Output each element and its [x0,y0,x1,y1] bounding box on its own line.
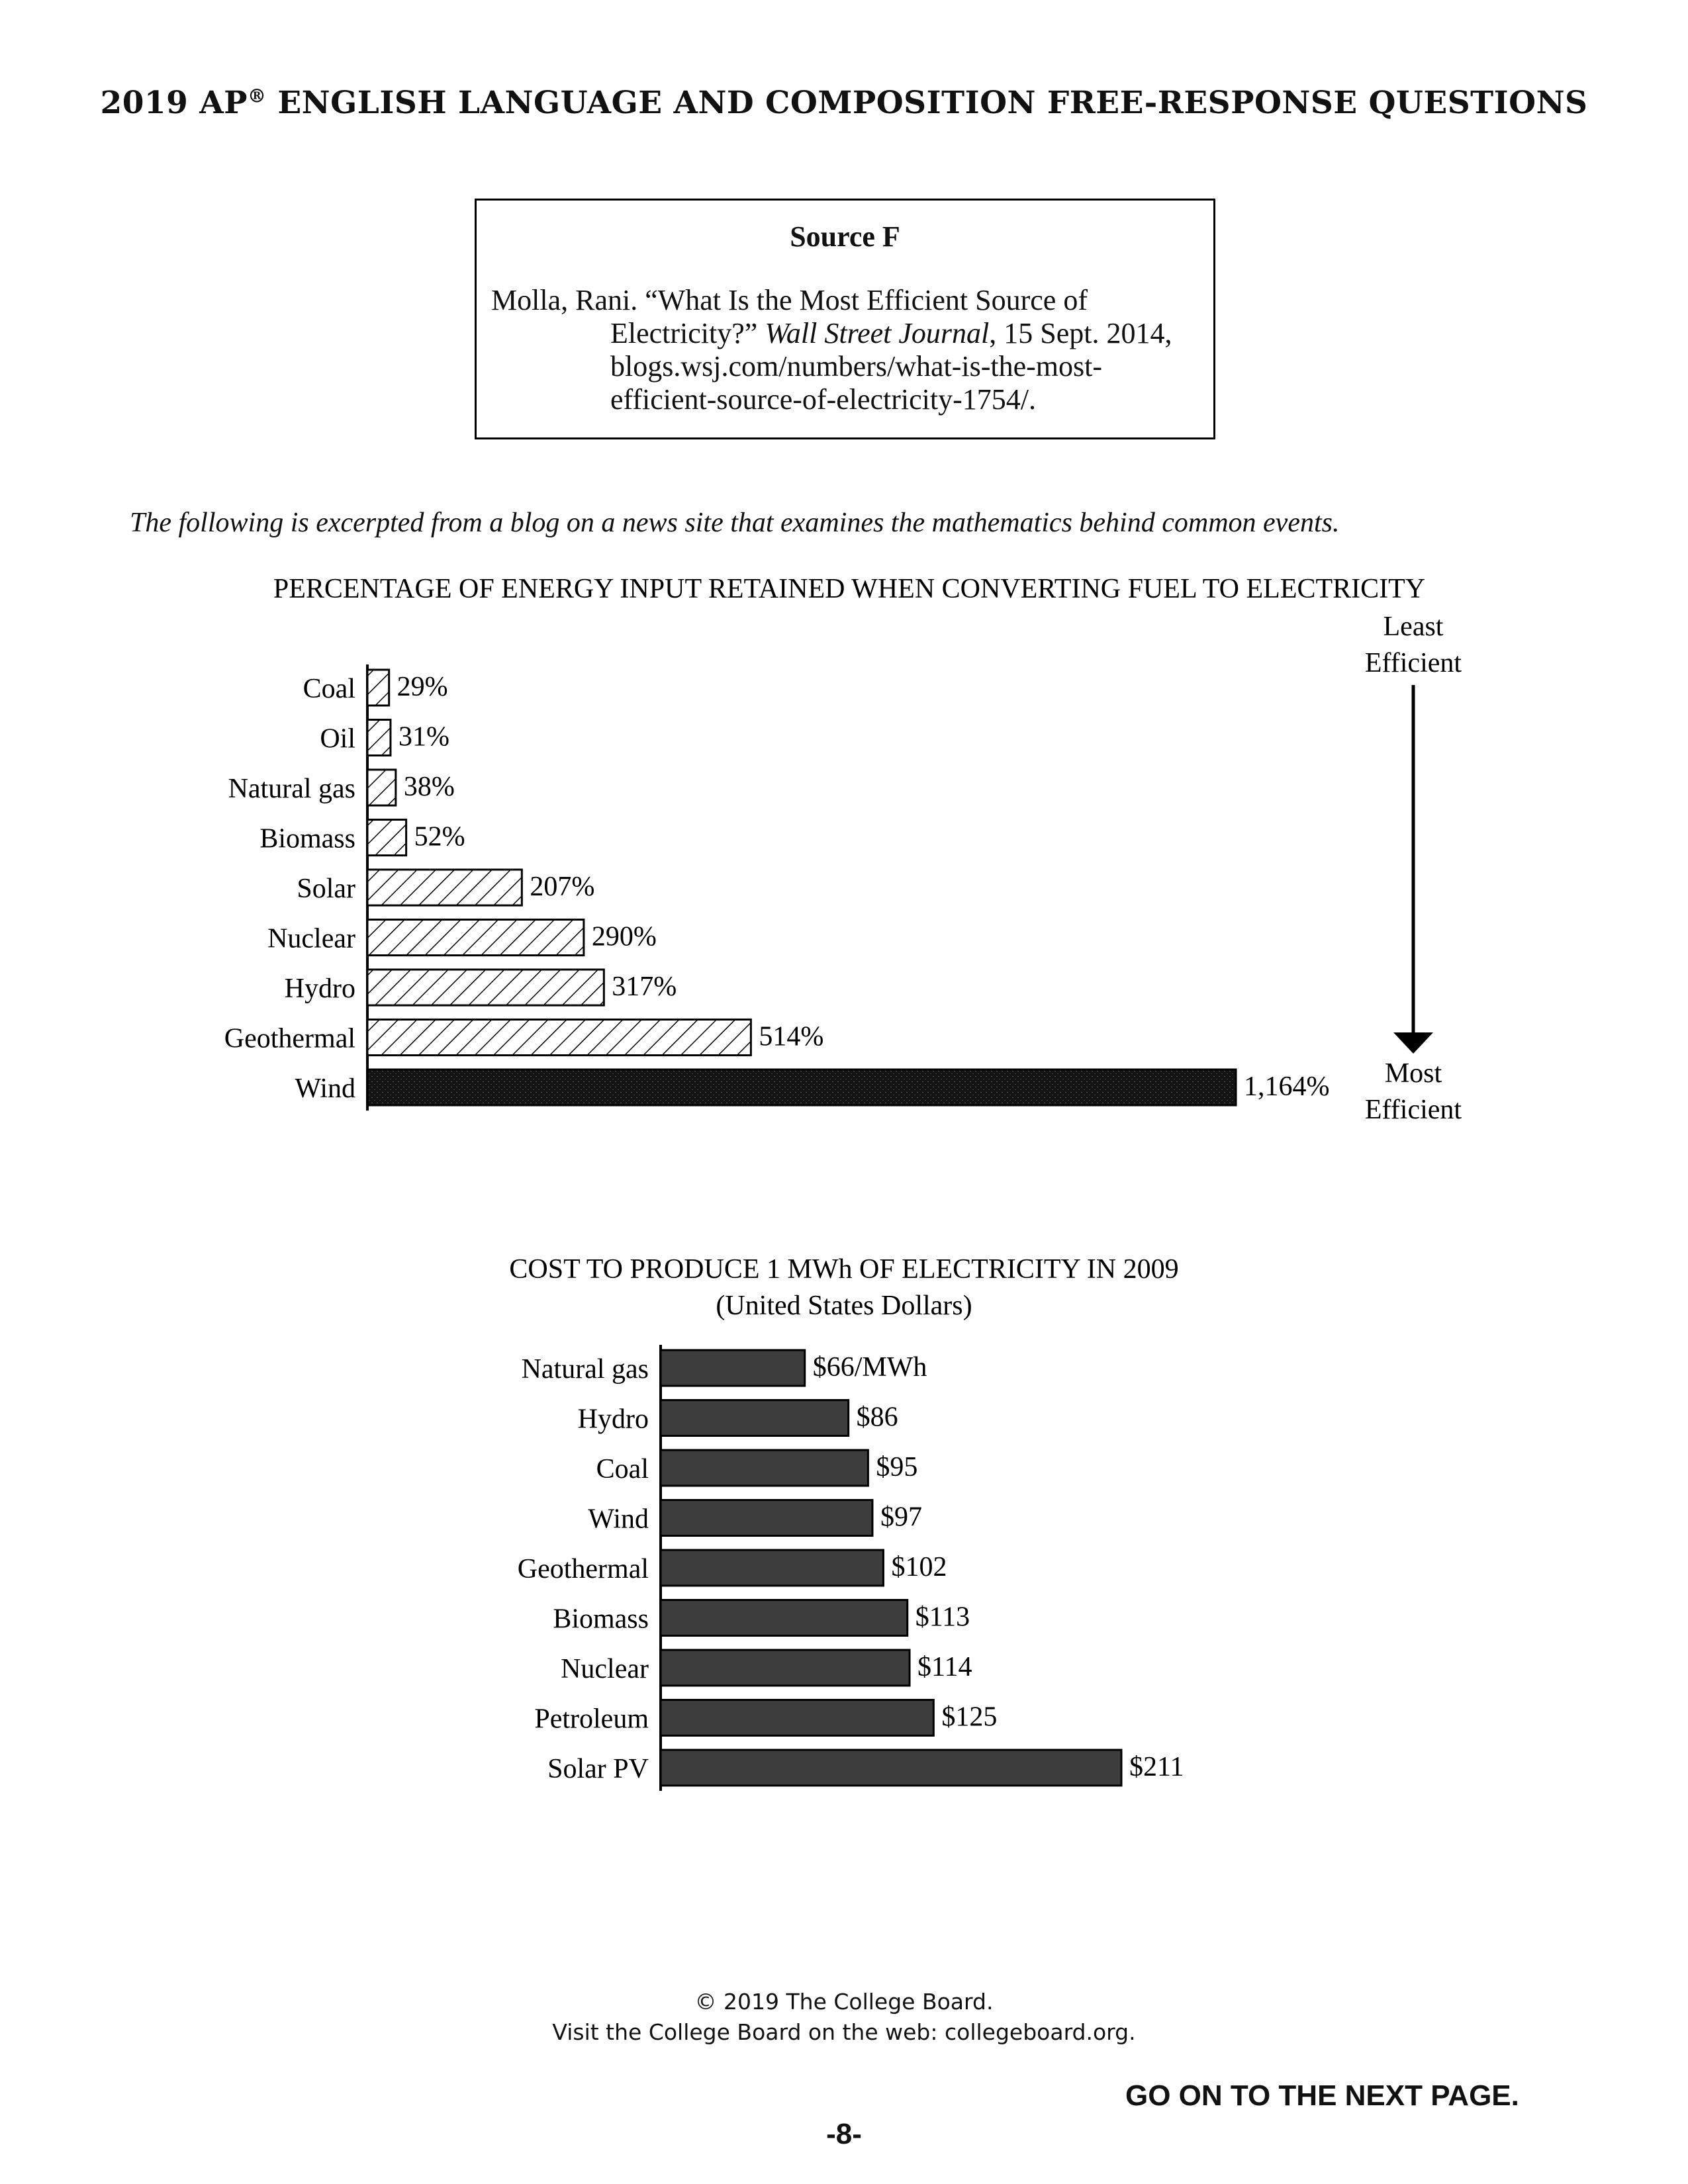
arrow-down-icon [1393,1032,1433,1054]
chart2-subtitle: (United States Dollars) [716,1291,972,1321]
citation-line-4: efficient-source-of-electricity-1754/. [610,383,1036,416]
cost-bar-coal [659,1449,869,1487]
least-label: Least [1383,612,1444,642]
cost-value-coal: $95 [876,1452,917,1482]
cost-category-geothermal: Geothermal [518,1554,649,1584]
efficiency-bar-oil [366,719,392,756]
cost-bar-petroleum [659,1699,935,1737]
cost-bar-geothermal [659,1549,884,1587]
cost-value-hydro: $86 [857,1402,898,1432]
efficiency-value-nuclear: 290% [592,921,657,952]
cost-chart: COST TO PRODUCE 1 MWh OF ELECTRICITY IN … [509,1254,1184,1791]
efficiency-bar-nuclear [366,919,585,956]
footer: © 2019 The College Board. Visit the Coll… [0,1987,1688,2048]
efficiency-category-nuclear: Nuclear [267,924,355,954]
citation-line-2b: , 15 Sept. 2014, [989,317,1172,349]
efficiency-category-oil: Oil [320,724,355,754]
cost-bar-nuclear [659,1649,911,1687]
efficiency-category-natural-gas: Natural gas [228,774,355,804]
copyright: © 2019 The College Board. [694,1989,994,2015]
efficiency-value-coal: 29% [397,672,448,702]
most-label: Most [1385,1058,1442,1089]
efficiency-value-wind: 1,164% [1244,1071,1330,1102]
efficiency-bar-geothermal [366,1019,752,1056]
efficiency-chart: PERCENTAGE OF ENERGY INPUT RETAINED WHEN… [224,574,1462,1125]
efficiency-category-biomass: Biomass [259,824,355,854]
efficiency-bar-biomass [366,819,408,856]
efficiency-bar-hydro [366,968,605,1007]
cost-category-nuclear: Nuclear [561,1654,649,1684]
efficiency-category-wind: Wind [295,1073,355,1104]
chart1-title: PERCENTAGE OF ENERGY INPUT RETAINED WHEN… [273,574,1425,604]
cost-category-coal: Coal [596,1454,649,1484]
cost-bar-wind [659,1499,874,1537]
efficiency-value-natural-gas: 38% [404,772,455,802]
cost-value-geothermal: $102 [891,1552,947,1582]
efficiency-bar-natural-gas [366,768,397,807]
cost-category-wind: Wind [588,1504,649,1535]
efficiency-category-solar: Solar [297,874,355,904]
cost-category-hydro: Hydro [578,1404,649,1435]
citation-line-3: blogs.wsj.com/numbers/what-is-the-most- [610,350,1103,383]
registered-mark: ® [248,85,267,107]
cost-value-nuclear: $114 [917,1652,972,1682]
source-box: Source F Molla, Rani. “What Is the Most … [475,199,1215,439]
efficiency-category-coal: Coal [303,674,355,704]
cost-category-natural-gas: Natural gas [522,1354,649,1385]
cost-value-wind: $97 [880,1502,922,1532]
chart2-title: COST TO PRODUCE 1 MWh OF ELECTRICITY IN … [509,1254,1178,1285]
efficient-top-label: Efficient [1365,648,1462,678]
cost-category-biomass: Biomass [553,1604,649,1635]
citation-line-1: Molla, Rani. “What Is the Most Efficient… [491,284,1088,316]
efficiency-value-hydro: 317% [612,972,677,1002]
efficiency-bar-wind [366,1068,1237,1107]
cost-bar-solar-pv [659,1749,1123,1787]
header-title-rest: ENGLISH LANGUAGE AND COMPOSITION FREE-RE… [266,85,1588,121]
cost-value-solar-pv: $211 [1129,1752,1184,1782]
efficiency-category-hydro: Hydro [285,974,355,1004]
efficiency-bar-coal [366,668,391,707]
cost-bar-biomass [659,1599,909,1637]
cost-category-petroleum: Petroleum [534,1704,649,1735]
intro-text: The following is excerpted from a blog o… [130,508,1340,538]
header-title-prefix: 2019 AP [100,85,248,121]
source-title: Source F [790,220,900,253]
efficiency-bar-solar [366,868,523,907]
cost-bar-hydro [659,1399,850,1437]
cost-category-solar-pv: Solar PV [547,1754,649,1784]
efficiency-value-solar: 207% [530,872,594,902]
page-number: -8- [826,2118,862,2150]
efficient-bottom-label: Efficient [1365,1095,1462,1125]
citation-line-2: Electricity?” Wall Street Journal, 15 Se… [491,317,1206,350]
cost-value-natural-gas: $66/MWh [813,1352,927,1383]
cost-bar-natural-gas [659,1349,806,1387]
efficiency-value-geothermal: 514% [759,1021,823,1052]
efficiency-direction-annotation: Least Efficient Most Efficient [1365,612,1462,1125]
cost-value-petroleum: $125 [941,1702,997,1732]
cost-value-biomass: $113 [915,1602,970,1632]
efficiency-category-geothermal: Geothermal [224,1024,355,1054]
efficiency-value-oil: 31% [399,721,449,752]
citation: Molla, Rani. “What Is the Most Efficient… [491,284,1206,416]
next-page-label: GO ON TO THE NEXT PAGE. [1125,2079,1519,2112]
page-header: 2019 AP® ENGLISH LANGUAGE AND COMPOSITIO… [0,85,1688,121]
visit-text: Visit the College Board on the web: coll… [552,2019,1136,2045]
citation-line-2a: Electricity?” [610,317,765,349]
efficiency-value-biomass: 52% [414,821,465,852]
citation-journal: Wall Street Journal [765,317,990,349]
